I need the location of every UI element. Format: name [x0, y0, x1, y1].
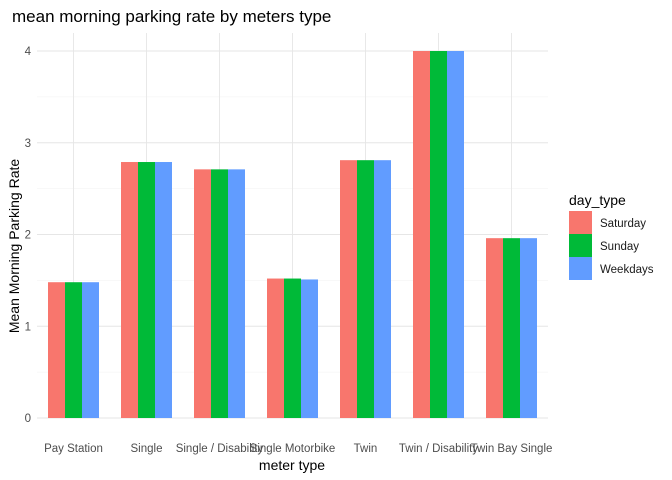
legend: day_type Saturday Sunday Weekdays — [569, 192, 654, 280]
bar-saturday-2 — [194, 169, 211, 418]
y-tick-labels: 0 1 2 3 4 — [25, 46, 32, 425]
bar-sunday-3 — [284, 278, 301, 418]
legend-title: day_type — [569, 192, 626, 208]
bar-sunday-1 — [138, 162, 155, 418]
bar-saturday-1 — [121, 162, 138, 418]
bar-weekdays-0 — [82, 282, 99, 418]
bar-saturday-3 — [267, 278, 284, 418]
x-tick-label: Twin — [354, 443, 378, 455]
bar-sunday-5 — [430, 51, 447, 418]
legend-label: Sunday — [600, 241, 639, 253]
bar-sunday-0 — [65, 282, 82, 418]
bar-sunday-4 — [357, 160, 374, 418]
y-tick-label: 1 — [25, 321, 31, 333]
chart-title: mean morning parking rate by meters type — [12, 7, 331, 26]
bar-weekdays-1 — [155, 162, 172, 418]
bar-weekdays-4 — [374, 160, 391, 418]
y-axis-title: Mean Morning Parking Rate — [6, 159, 22, 334]
legend-label: Saturday — [600, 218, 646, 230]
bar-saturday-5 — [413, 51, 430, 418]
x-tick-label: Single Motorbike — [250, 443, 336, 455]
legend-key-sunday — [569, 234, 592, 257]
x-tick-label: Twin / Disability — [399, 443, 478, 455]
bar-saturday-0 — [48, 282, 65, 418]
x-tick-label: Twin Bay Single — [471, 443, 553, 455]
bar-weekdays-5 — [447, 51, 464, 418]
y-tick-label: 2 — [25, 230, 31, 242]
bars — [48, 51, 537, 418]
legend-label: Weekdays — [600, 264, 654, 276]
y-tick-label: 4 — [25, 46, 32, 58]
legend-key-saturday — [569, 211, 592, 234]
x-tick-labels: Pay Station Single Single / DisabilitySing… — [44, 443, 552, 455]
legend-key-weekdays — [569, 257, 592, 280]
y-tick-label: 0 — [25, 413, 31, 425]
x-tick-label: Pay Station — [44, 443, 103, 455]
x-tick-label: Single / Disability — [176, 443, 264, 455]
bar-sunday-2 — [211, 169, 228, 418]
x-tick-label: Single — [131, 443, 163, 455]
bar-sunday-6 — [503, 238, 520, 418]
bar-saturday-4 — [340, 160, 357, 418]
bar-weekdays-6 — [520, 238, 537, 418]
bar-weekdays-2 — [228, 169, 245, 418]
y-tick-label: 3 — [25, 138, 31, 150]
x-axis-title: meter type — [259, 457, 325, 473]
bar-saturday-6 — [486, 238, 503, 418]
bar-weekdays-3 — [301, 279, 318, 418]
